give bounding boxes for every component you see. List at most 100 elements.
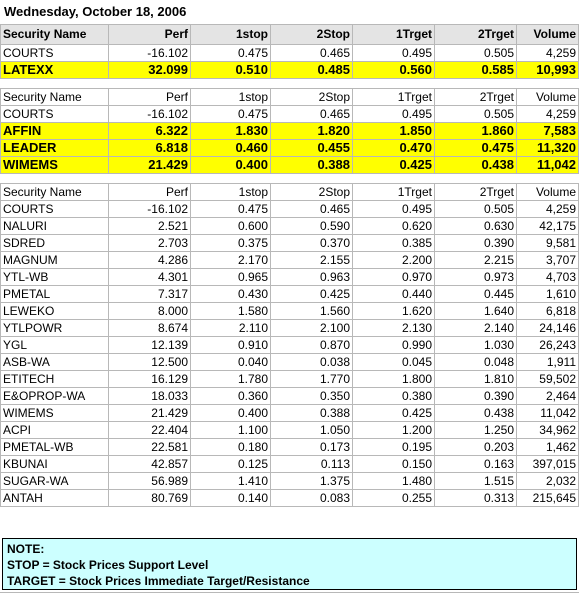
cell-security-name: SUGAR-WA <box>0 472 109 490</box>
cell-security-name: E&OPROP-WA <box>0 387 109 405</box>
cell-volume: 10,993 <box>516 61 579 79</box>
cell-stop2: 0.038 <box>270 353 353 371</box>
cell-stop1: 0.965 <box>190 268 271 286</box>
cell-stop1: 0.360 <box>190 387 271 405</box>
cell-target2: 0.505 <box>434 200 517 218</box>
cell-security-name: WIMEMS <box>0 156 109 174</box>
cell-volume: 9,581 <box>516 234 579 252</box>
cell-security-name: WIMEMS <box>0 404 109 422</box>
cell-security-name: ANTAH <box>0 489 109 507</box>
cell-perf: 21.429 <box>108 156 191 174</box>
cell-target1: 0.425 <box>352 156 435 174</box>
cell-target2: 0.973 <box>434 268 517 286</box>
cell-target2: 0.438 <box>434 404 517 422</box>
cell-stop1: 2.170 <box>190 251 271 269</box>
cell-target2: 1.250 <box>434 421 517 439</box>
cell-volume: 59,502 <box>516 370 579 388</box>
table-row: KBUNAI 42.857 0.125 0.113 0.150 0.163 397,015 <box>0 455 579 473</box>
table-row: ASB-WA 12.500 0.040 0.038 0.045 0.048 1,911 <box>0 353 579 371</box>
cell-stop1: 0.600 <box>190 217 271 235</box>
column-header-target1: 1Trget <box>352 183 435 201</box>
cell-volume: 4,259 <box>516 44 579 62</box>
cell-stop2: 0.388 <box>270 156 353 174</box>
cell-stop2: 1.375 <box>270 472 353 490</box>
spacer-cell <box>190 78 271 89</box>
cell-stop1: 2.110 <box>190 319 271 337</box>
cell-target2: 2.215 <box>434 251 517 269</box>
spacer-row <box>0 173 579 184</box>
cell-volume: 397,015 <box>516 455 579 473</box>
cell-target1: 0.385 <box>352 234 435 252</box>
spacer-row <box>0 78 579 89</box>
column-header-stop2: 2Stop <box>270 183 353 201</box>
note-title: NOTE: <box>7 542 45 556</box>
cell-volume: 1,462 <box>516 438 579 456</box>
cell-target2: 0.475 <box>434 139 517 157</box>
spacer-cell <box>270 173 353 184</box>
cell-target1: 0.045 <box>352 353 435 371</box>
cell-volume: 215,645 <box>516 489 579 507</box>
spacer-cell <box>434 78 517 89</box>
cell-volume: 1,911 <box>516 353 579 371</box>
cell-target2: 0.505 <box>434 105 517 123</box>
cell-stop1: 1.410 <box>190 472 271 490</box>
cell-target1: 0.990 <box>352 336 435 354</box>
cell-perf: 2.521 <box>108 217 191 235</box>
table-row: PMETAL 7.317 0.430 0.425 0.440 0.445 1,610 <box>0 285 579 303</box>
table-row: E&OPROP-WA 18.033 0.360 0.350 0.380 0.390 2,46… <box>0 387 579 405</box>
cell-volume: 11,042 <box>516 404 579 422</box>
cell-stop2: 0.590 <box>270 217 353 235</box>
cell-stop2: 0.350 <box>270 387 353 405</box>
cell-stop2: 0.455 <box>270 139 353 157</box>
column-header-volume: Volume <box>516 183 579 201</box>
cell-security-name: LEWEKO <box>0 302 109 320</box>
cell-perf: -16.102 <box>108 200 191 218</box>
column-header-perf: Perf <box>108 24 191 45</box>
cell-target1: 0.470 <box>352 139 435 157</box>
cell-security-name: ACPI <box>0 421 109 439</box>
column-header-stop1: 1stop <box>190 24 271 45</box>
cell-stop1: 1.580 <box>190 302 271 320</box>
section2-header: Security Name Perf 1stop 2Stop 1Trget 2Trget V… <box>0 88 579 106</box>
cell-security-name: PMETAL <box>0 285 109 303</box>
cell-stop2: 0.963 <box>270 268 353 286</box>
cell-perf: 4.301 <box>108 268 191 286</box>
cell-target2: 0.048 <box>434 353 517 371</box>
cell-perf: 2.703 <box>108 234 191 252</box>
cell-target1: 0.560 <box>352 61 435 79</box>
cell-volume: 42,175 <box>516 217 579 235</box>
cell-target1: 0.495 <box>352 200 435 218</box>
table-row: ANTAH 80.769 0.140 0.083 0.255 0.313 215,645 <box>0 489 579 507</box>
column-header-security-name: Security Name <box>0 183 109 201</box>
column-header-security-name: Security Name <box>0 88 109 106</box>
cell-perf: -16.102 <box>108 44 191 62</box>
spacer-cell <box>516 173 579 184</box>
cell-target2: 0.313 <box>434 489 517 507</box>
cell-perf: 56.989 <box>108 472 191 490</box>
cell-stop2: 0.465 <box>270 105 353 123</box>
cell-target2: 0.163 <box>434 455 517 473</box>
cell-stop1: 0.510 <box>190 61 271 79</box>
report-date: Wednesday, October 18, 2006 <box>0 0 579 24</box>
cell-perf: -16.102 <box>108 105 191 123</box>
table-row: SUGAR-WA 56.989 1.410 1.375 1.480 1.515 2,032 <box>0 472 579 490</box>
cell-security-name: COURTS <box>0 105 109 123</box>
cell-target1: 0.440 <box>352 285 435 303</box>
cell-perf: 80.769 <box>108 489 191 507</box>
cell-target1: 2.200 <box>352 251 435 269</box>
cell-volume: 7,583 <box>516 122 579 140</box>
spacer-cell <box>108 173 191 184</box>
cell-target1: 0.495 <box>352 44 435 62</box>
cell-target2: 0.390 <box>434 234 517 252</box>
cell-perf: 42.857 <box>108 455 191 473</box>
spacer-cell <box>352 173 435 184</box>
spacer-cell <box>516 78 579 89</box>
cell-security-name: YTL-WB <box>0 268 109 286</box>
cell-target1: 1.620 <box>352 302 435 320</box>
table-row: PMETAL-WB 22.581 0.180 0.173 0.195 0.203 1,462 <box>0 438 579 456</box>
cell-stop1: 0.475 <box>190 44 271 62</box>
cell-security-name: MAGNUM <box>0 251 109 269</box>
column-header-stop2: 2Stop <box>270 88 353 106</box>
cell-target1: 0.150 <box>352 455 435 473</box>
cell-stop1: 0.400 <box>190 404 271 422</box>
